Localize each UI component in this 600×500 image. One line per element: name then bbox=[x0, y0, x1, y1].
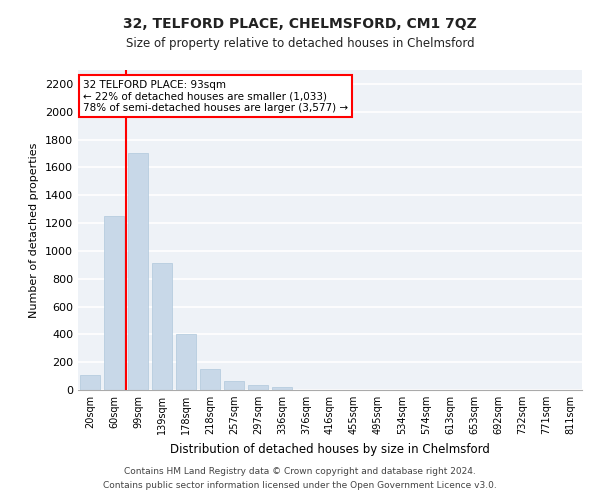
Text: Size of property relative to detached houses in Chelmsford: Size of property relative to detached ho… bbox=[125, 38, 475, 51]
X-axis label: Distribution of detached houses by size in Chelmsford: Distribution of detached houses by size … bbox=[170, 442, 490, 456]
Bar bbox=[248, 385, 268, 390]
Y-axis label: Number of detached properties: Number of detached properties bbox=[29, 142, 40, 318]
Bar bbox=[176, 334, 196, 390]
Bar bbox=[272, 386, 292, 390]
Bar bbox=[224, 381, 244, 390]
Bar bbox=[128, 154, 148, 390]
Bar bbox=[80, 374, 100, 390]
Bar bbox=[200, 369, 220, 390]
Text: Contains HM Land Registry data © Crown copyright and database right 2024.: Contains HM Land Registry data © Crown c… bbox=[124, 467, 476, 476]
Bar bbox=[104, 216, 124, 390]
Text: 32 TELFORD PLACE: 93sqm
← 22% of detached houses are smaller (1,033)
78% of semi: 32 TELFORD PLACE: 93sqm ← 22% of detache… bbox=[83, 80, 348, 113]
Text: 32, TELFORD PLACE, CHELMSFORD, CM1 7QZ: 32, TELFORD PLACE, CHELMSFORD, CM1 7QZ bbox=[123, 18, 477, 32]
Bar bbox=[152, 264, 172, 390]
Text: Contains public sector information licensed under the Open Government Licence v3: Contains public sector information licen… bbox=[103, 481, 497, 490]
